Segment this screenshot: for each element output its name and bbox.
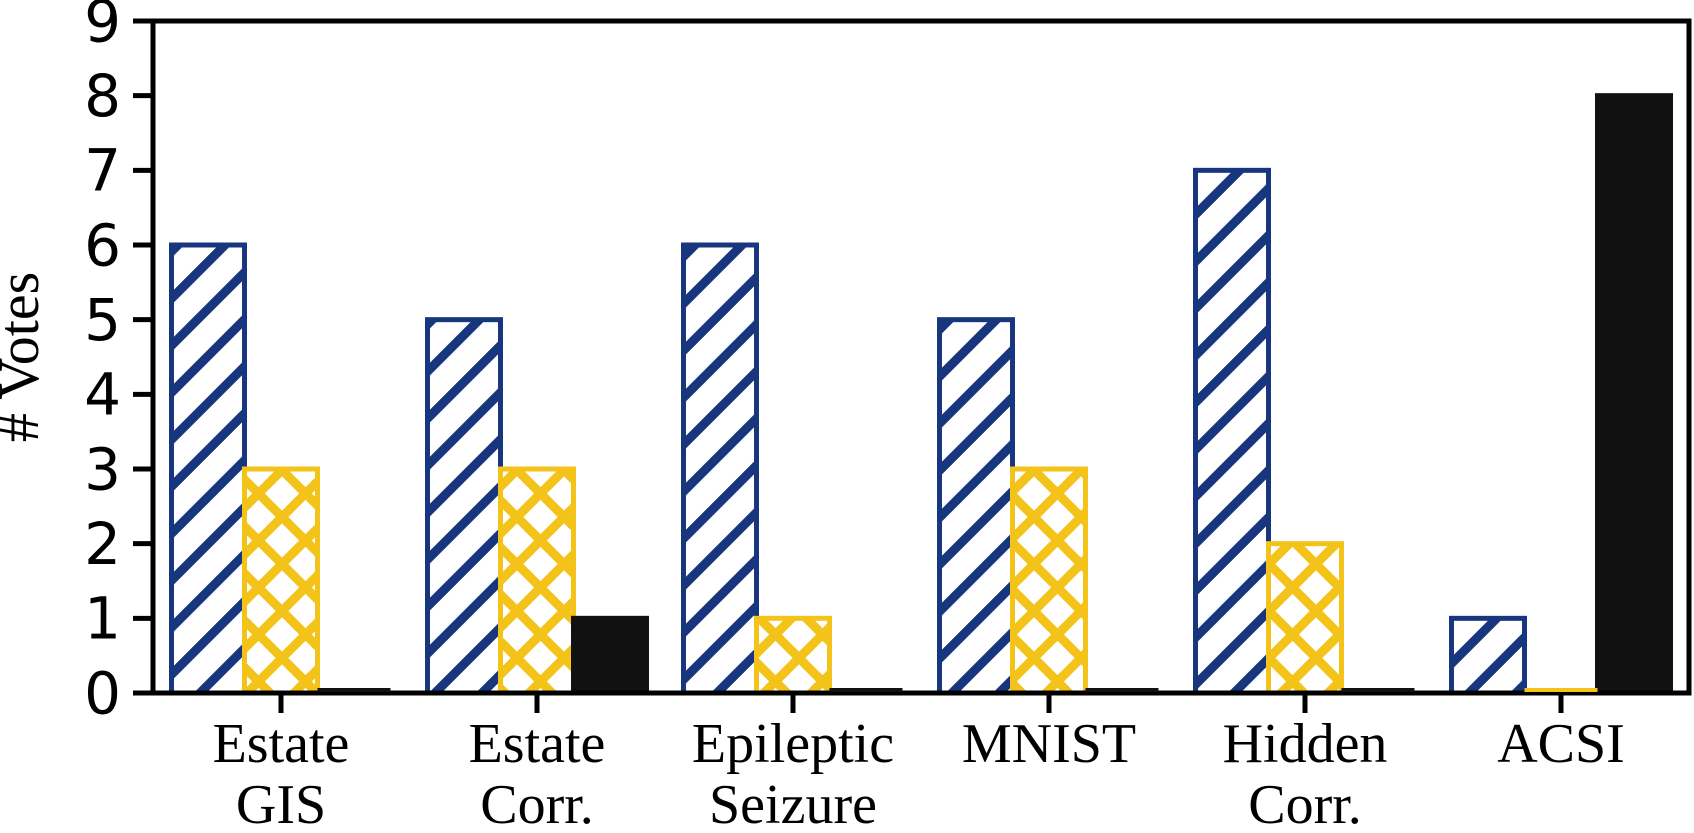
x-label-epileptic-seizure-line2: Seizure <box>709 774 877 833</box>
x-label-estate-corr--line2: Corr. <box>480 774 594 833</box>
y-tick-label-1: 1 <box>84 585 121 653</box>
bar-estate-gis-navy-diagonal-hatched <box>169 242 247 696</box>
y-tick-label-4: 4 <box>84 361 121 429</box>
bar-estate-corr--black-solid <box>571 615 649 696</box>
bar-hidden-corr--navy-diagonal-hatched <box>1193 167 1271 696</box>
y-tick-label-7: 7 <box>84 137 121 205</box>
y-tick-label-9: 9 <box>84 0 121 55</box>
bar-mnist-gold-cross-hatched <box>1010 466 1088 696</box>
bar-hidden-corr--gold-cross-hatched <box>1266 541 1344 696</box>
bar-estate-gis-gold-cross-hatched <box>242 466 320 696</box>
bar-acsi-black-solid <box>1595 93 1673 696</box>
x-label-mnist-line1: MNIST <box>962 713 1136 775</box>
bar-estate-corr--navy-diagonal-hatched <box>425 317 503 696</box>
x-label-hidden-corr--line2: Corr. <box>1248 774 1362 833</box>
bar-acsi-navy-diagonal-hatched <box>1449 615 1527 696</box>
bar-epileptic-seizure-navy-diagonal-hatched <box>681 242 759 696</box>
x-label-estate-gis-line2: GIS <box>236 774 326 833</box>
bar-mnist-navy-diagonal-hatched <box>937 317 1015 696</box>
x-label-hidden-corr--line1: Hidden <box>1223 713 1388 775</box>
y-tick-label-6: 6 <box>84 211 121 279</box>
y-tick-label-3: 3 <box>84 435 121 503</box>
y-axis-title: # Votes <box>0 272 51 442</box>
y-tick-label-5: 5 <box>84 286 121 354</box>
y-tick-label-8: 8 <box>84 62 121 130</box>
y-tick-label-2: 2 <box>84 510 121 578</box>
x-axis: EstateGISEstateCorr.EpilepticSeizureMNIS… <box>213 693 1625 833</box>
y-axis: 01 2 34 5 67 8 9 <box>84 0 153 727</box>
x-label-estate-corr--line1: Estate <box>469 713 606 775</box>
bar-epileptic-seizure-gold-cross-hatched <box>754 615 832 696</box>
y-tick-label-0: 0 <box>84 659 121 727</box>
x-label-epileptic-seizure-line1: Epileptic <box>692 713 894 775</box>
plot-box <box>150 18 1692 696</box>
bars <box>169 93 1673 696</box>
x-label-acsi-line1: ACSI <box>1497 713 1625 775</box>
x-label-estate-gis-line1: Estate <box>213 713 350 775</box>
bar-estate-corr--gold-cross-hatched <box>498 466 576 696</box>
